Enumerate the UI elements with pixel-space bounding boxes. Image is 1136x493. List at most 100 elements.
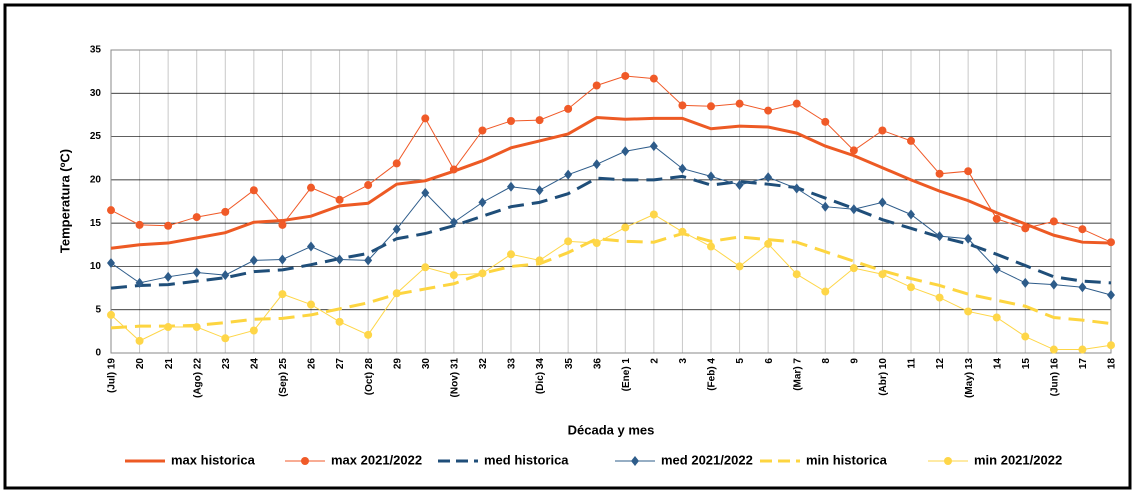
marker xyxy=(164,221,173,230)
marker xyxy=(992,214,1001,223)
marker xyxy=(164,323,173,332)
x-tick-label: 3 xyxy=(678,358,689,364)
marker xyxy=(392,159,401,168)
x-tick-label: (Ene) 1 xyxy=(621,358,632,392)
series-line xyxy=(110,116,1112,250)
marker xyxy=(221,207,230,216)
marker xyxy=(564,104,573,113)
marker xyxy=(992,313,1001,322)
marker xyxy=(1107,238,1115,247)
marker xyxy=(764,172,773,183)
legend-label: max 2021/2022 xyxy=(331,452,422,467)
x-tick-label: 23 xyxy=(221,358,232,370)
x-tick-label: 30 xyxy=(421,358,432,370)
marker xyxy=(249,255,258,266)
marker xyxy=(1049,217,1058,226)
marker xyxy=(735,262,744,271)
y-tick-label: 30 xyxy=(90,88,102,99)
marker xyxy=(621,146,630,157)
y-tick-label: 10 xyxy=(90,261,102,272)
marker xyxy=(364,181,373,190)
marker xyxy=(421,263,430,272)
x-tick-label: (Abr) 10 xyxy=(878,358,889,396)
marker xyxy=(907,209,915,220)
marker xyxy=(621,223,630,232)
x-tick-label: 33 xyxy=(507,358,518,370)
y-tick-label: 20 xyxy=(90,174,102,185)
x-tick-label: (Oct) 28 xyxy=(364,358,375,396)
marker xyxy=(221,270,230,281)
marker xyxy=(507,181,515,192)
x-axis-label: Década y mes xyxy=(568,422,655,437)
x-tick-label: 14 xyxy=(992,358,1003,370)
marker xyxy=(964,233,973,244)
x-tick-label: (Ago) 22 xyxy=(192,358,203,398)
x-tick-label: 8 xyxy=(821,358,832,364)
marker xyxy=(631,456,639,466)
x-tick-label: (Mar) 7 xyxy=(792,358,803,391)
marker xyxy=(878,126,887,135)
marker xyxy=(878,197,887,208)
marker xyxy=(621,71,630,80)
marker xyxy=(907,283,915,292)
x-tick-label: 15 xyxy=(1021,358,1032,370)
marker xyxy=(335,317,344,326)
marker xyxy=(449,165,458,174)
marker xyxy=(564,237,573,246)
marker xyxy=(507,250,515,259)
x-tick-label: 29 xyxy=(392,358,403,370)
marker xyxy=(944,457,952,465)
marker xyxy=(1078,225,1087,234)
frame xyxy=(3,3,1132,490)
marker xyxy=(735,180,744,191)
marker xyxy=(821,117,830,126)
marker xyxy=(1021,332,1030,341)
marker xyxy=(278,220,287,229)
marker xyxy=(192,323,201,332)
marker xyxy=(1049,279,1058,290)
marker xyxy=(849,264,858,273)
series-line xyxy=(110,231,1112,330)
marker xyxy=(1107,289,1115,300)
x-tick-label: 5 xyxy=(735,358,746,364)
legend-label: min 2021/2022 xyxy=(974,452,1062,467)
marker xyxy=(107,310,115,319)
x-tick-label: 36 xyxy=(592,358,603,370)
marker xyxy=(478,197,487,208)
series-line xyxy=(110,75,1112,243)
x-tick-label: (Sep) 25 xyxy=(278,358,289,397)
marker xyxy=(592,81,601,90)
marker xyxy=(249,186,258,195)
marker xyxy=(707,242,715,251)
marker xyxy=(707,171,715,182)
marker xyxy=(878,270,887,279)
marker xyxy=(849,204,858,215)
marker xyxy=(792,183,801,194)
x-tick-label: 27 xyxy=(335,358,346,370)
marker xyxy=(478,269,487,278)
plot-border xyxy=(110,49,1112,354)
marker xyxy=(192,213,201,222)
marker xyxy=(592,159,601,170)
x-tick-label: 35 xyxy=(564,358,575,370)
series-line xyxy=(110,145,1112,296)
marker xyxy=(278,254,287,265)
marker xyxy=(364,255,373,266)
marker xyxy=(392,289,401,298)
marker xyxy=(735,99,744,108)
marker xyxy=(535,256,544,265)
marker xyxy=(935,231,944,242)
marker xyxy=(1021,224,1030,233)
marker xyxy=(449,271,458,280)
marker xyxy=(1107,341,1115,350)
marker xyxy=(192,267,201,278)
marker xyxy=(849,146,858,155)
x-tick-label: 24 xyxy=(249,358,260,370)
x-tick-label: 2 xyxy=(649,358,660,364)
y-tick-label: 35 xyxy=(90,45,102,56)
x-tick-label: 26 xyxy=(307,358,318,370)
marker xyxy=(392,224,401,235)
series-line xyxy=(110,174,1112,290)
y-tick-label: 5 xyxy=(95,304,101,315)
